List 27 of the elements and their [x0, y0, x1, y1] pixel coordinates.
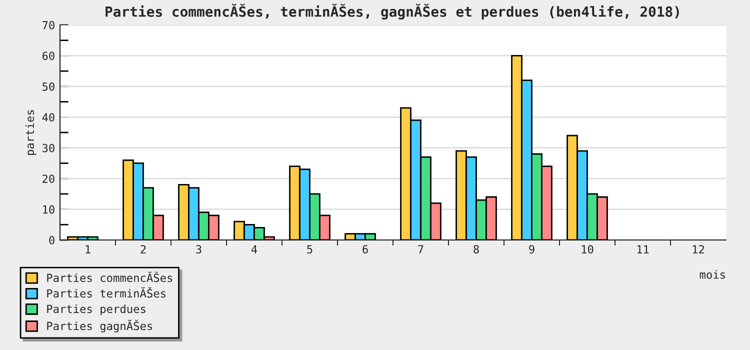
y-tick-label: 40 — [42, 113, 54, 122]
y-tick-label: 0 — [49, 236, 54, 244]
y-tick-label: 30 — [42, 144, 54, 152]
y-tick-label: 70 — [42, 21, 54, 30]
x-tick-label: 8 — [474, 245, 479, 254]
x-tick-label: 5 — [307, 245, 312, 254]
legend-label: Parties perdues — [47, 304, 146, 316]
y-tick-label: 50 — [42, 82, 54, 91]
y-tick-label: 10 — [43, 205, 54, 214]
x-tick-label: 11 — [637, 245, 649, 254]
legend-label: Parties commencĂŠes — [47, 272, 172, 282]
y-tick-label: 20 — [42, 174, 54, 183]
x-tick-label: 1 — [86, 245, 90, 254]
legend-label: Parties terminĂŠes — [47, 287, 166, 298]
chart-title: Parties commencĂŠes, terminĂŠes, gagnĂŠes et perdues (ben4life, 2018) — [106, 4, 679, 20]
y-axis-title: parties — [25, 110, 36, 155]
x-tick-label: 10 — [582, 245, 594, 254]
y-tick-label: 60 — [42, 52, 54, 60]
x-tick-label: 9 — [529, 245, 534, 254]
legend-label: Parties gagnĂŠes — [47, 320, 152, 332]
x-tick-label: 12 — [692, 245, 704, 254]
x-tick-label: 7 — [418, 245, 424, 254]
x-axis-title: mois — [700, 270, 725, 279]
x-tick-label: 2 — [140, 245, 146, 254]
x-tick-label: 4 — [251, 245, 258, 254]
x-tick-label: 3 — [196, 245, 202, 254]
x-tick-label: 6 — [362, 245, 368, 254]
